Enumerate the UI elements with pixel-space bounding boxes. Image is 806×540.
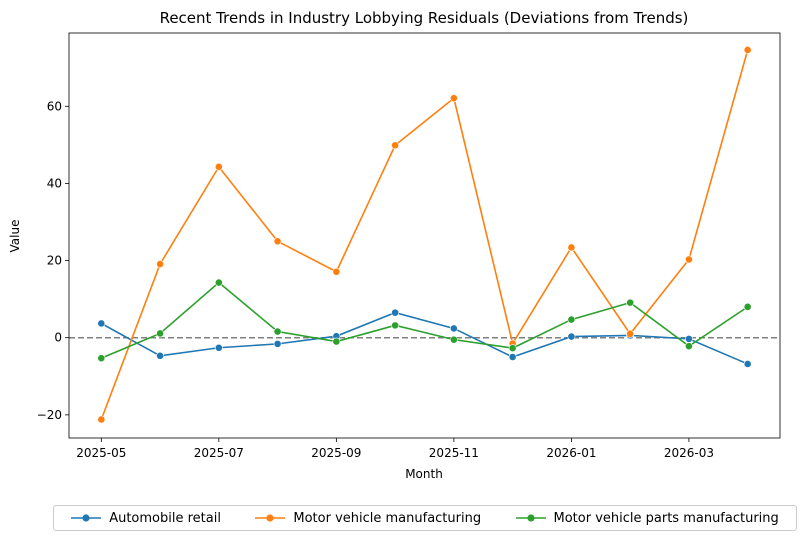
- data-point-1-1: [156, 260, 164, 268]
- data-point-2-7: [508, 344, 517, 353]
- data-point-0-0: [97, 319, 106, 328]
- data-point-2-1: [156, 329, 164, 338]
- y-tick-label: 60: [47, 99, 62, 113]
- series-line-2: [101, 281, 749, 359]
- x-tick-label: 2025-11: [429, 446, 479, 460]
- legend-label: Motor vehicle parts manufacturing: [553, 510, 779, 526]
- x-tick-label: 2026-01: [546, 446, 596, 460]
- legend-swatch: [255, 514, 286, 522]
- data-point-2-9: [626, 298, 635, 307]
- legend-label: Automobile retail: [109, 510, 221, 526]
- chart-title: Recent Trends in Industry Lobbying Resid…: [160, 9, 689, 27]
- legend: Automobile retail Motor vehicle manufactu…: [53, 505, 797, 531]
- data-point-0-3: [273, 339, 282, 348]
- series-line-0: [100, 311, 748, 365]
- data-point-0-1: [156, 351, 164, 360]
- data-point-0-8: [567, 332, 576, 341]
- data-point-1-6: [449, 94, 458, 103]
- data-point-2-3: [273, 327, 282, 336]
- plot-frame: [68, 32, 781, 439]
- y-axis-title: Value: [8, 220, 22, 253]
- y-tick-label: −20: [37, 408, 62, 422]
- x-tick-label: 2026-03: [664, 446, 714, 460]
- legend-swatch: [71, 514, 102, 522]
- data-point-1-0: [97, 415, 106, 424]
- data-point-0-2: [214, 343, 223, 352]
- y-tick-label: 0: [54, 331, 62, 345]
- data-point-0-11: [743, 360, 752, 368]
- data-point-2-10: [685, 342, 693, 351]
- x-axis-title: Month: [405, 467, 443, 481]
- x-tick-label: 2025-07: [194, 446, 244, 460]
- data-point-0-7: [508, 353, 517, 361]
- y-tick-label: 40: [47, 176, 62, 190]
- data-point-1-8: [567, 243, 576, 252]
- data-point-1-2: [214, 162, 223, 171]
- data-point-1-4: [332, 267, 341, 276]
- data-point-0-6: [449, 324, 458, 333]
- y-tick-label: 20: [47, 254, 62, 268]
- data-point-1-9: [626, 329, 635, 338]
- data-point-0-5: [391, 308, 400, 317]
- data-point-1-11: [743, 46, 752, 54]
- legend-label: Motor vehicle manufacturing: [293, 510, 482, 526]
- data-point-2-0: [97, 354, 106, 363]
- data-point-1-5: [391, 141, 400, 150]
- data-point-2-4: [332, 337, 341, 346]
- legend-swatch: [515, 514, 546, 522]
- data-point-1-3: [273, 237, 282, 246]
- legend-item: Motor vehicle manufacturing: [255, 511, 481, 526]
- data-point-2-8: [567, 315, 576, 324]
- data-point-2-6: [449, 335, 458, 344]
- data-point-2-5: [391, 321, 400, 330]
- data-point-2-2: [214, 278, 223, 287]
- data-point-0-10: [685, 334, 693, 343]
- data-point-1-10: [685, 255, 693, 264]
- x-tick-label: 2025-05: [76, 446, 126, 460]
- series-line-1: [100, 49, 749, 420]
- x-tick-label: 2025-09: [311, 446, 361, 460]
- legend-item: Motor vehicle parts manufacturing: [515, 510, 779, 526]
- legend-item: Automobile retail: [71, 511, 221, 526]
- data-point-2-11: [743, 302, 752, 311]
